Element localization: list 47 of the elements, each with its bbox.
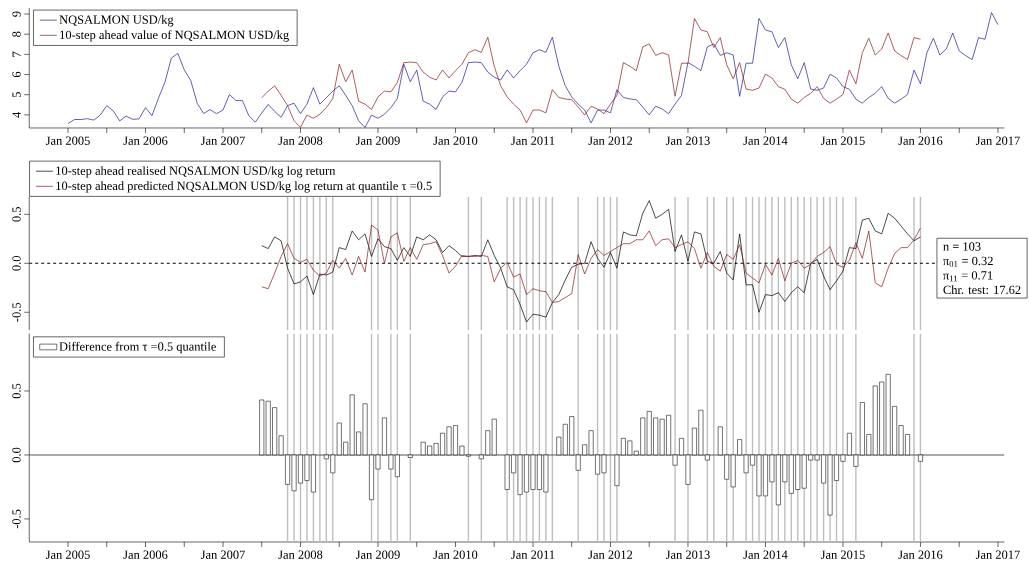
y-tick-label: 0.0 — [12, 255, 21, 271]
x-tick-label: Jan 2006 — [123, 136, 168, 145]
x-tick-label: Jan 2012 — [588, 136, 633, 145]
x-tick-label: Jan 2011 — [511, 136, 555, 145]
x-tick-label: Jan 2010 — [433, 136, 478, 145]
y-tick-label: 5 — [12, 92, 21, 98]
x-tick-label: Jan 2015 — [820, 136, 865, 145]
x-tick-label: Jan 2006 — [123, 550, 168, 559]
y-tick-label: 6 — [12, 71, 21, 78]
legend-label: 10-step ahead realised NQSALMON USD/kg log return — [56, 166, 336, 178]
x-tick-label: Jan 2008 — [278, 136, 323, 145]
y-tick-label: 4 — [12, 111, 21, 118]
y-tick-label: 0.5 — [12, 207, 21, 222]
x-tick-label: Jan 2014 — [743, 136, 788, 145]
annotation: π$_{11}$ = 0.71 — [943, 271, 993, 282]
x-tick-label: Jan 2014 — [743, 550, 788, 559]
legend-label: Difference from τ =0.5 quantile — [59, 341, 216, 354]
x-tick-label: Jan 2013 — [665, 136, 710, 145]
x-tick-label: Jan 2017 — [975, 136, 1020, 145]
y-tick-label: 0.0 — [12, 447, 21, 463]
legend-label: NQSALMON USD/kg — [59, 15, 174, 27]
annotation: n = 103 — [943, 242, 981, 251]
x-tick-label: Jan 2013 — [665, 550, 710, 559]
y-tick-label: -0.5 — [12, 302, 21, 322]
y-tick-label: 9 — [12, 11, 21, 17]
y-tick-label: 7 — [12, 51, 21, 57]
x-tick-label: Jan 2007 — [200, 136, 245, 145]
x-tick-label: Jan 2009 — [355, 550, 400, 559]
x-tick-label: Jan 2010 — [433, 550, 478, 559]
x-tick-label: Jan 2012 — [588, 550, 633, 559]
x-tick-label: Jan 2007 — [200, 550, 245, 559]
x-tick-label: Jan 2005 — [45, 136, 90, 145]
annotation: Chr. test: 17.62 — [943, 285, 1021, 295]
legend-label: 10-step ahead predicted NQSALMON USD/kg log return at quantile τ =0.5 — [56, 181, 432, 193]
x-tick-label: Jan 2017 — [975, 550, 1020, 559]
y-tick-label: 8 — [12, 31, 21, 37]
x-tick-label: Jan 2016 — [898, 136, 943, 145]
x-tick-label: Jan 2008 — [278, 550, 323, 559]
y-tick-label: 0.5 — [12, 383, 21, 399]
legend-label: 10-step ahead value of NQSALMON USD/kg — [60, 30, 289, 42]
x-tick-label: Jan 2016 — [898, 550, 943, 559]
annotation: π$_{01}$ = 0.32 — [943, 256, 993, 267]
x-tick-label: Jan 2005 — [45, 550, 90, 559]
x-tick-label: Jan 2009 — [355, 136, 400, 145]
x-tick-label: Jan 2015 — [820, 550, 865, 559]
x-tick-label: Jan 2011 — [511, 550, 555, 559]
y-tick-label: -0.5 — [12, 509, 21, 529]
